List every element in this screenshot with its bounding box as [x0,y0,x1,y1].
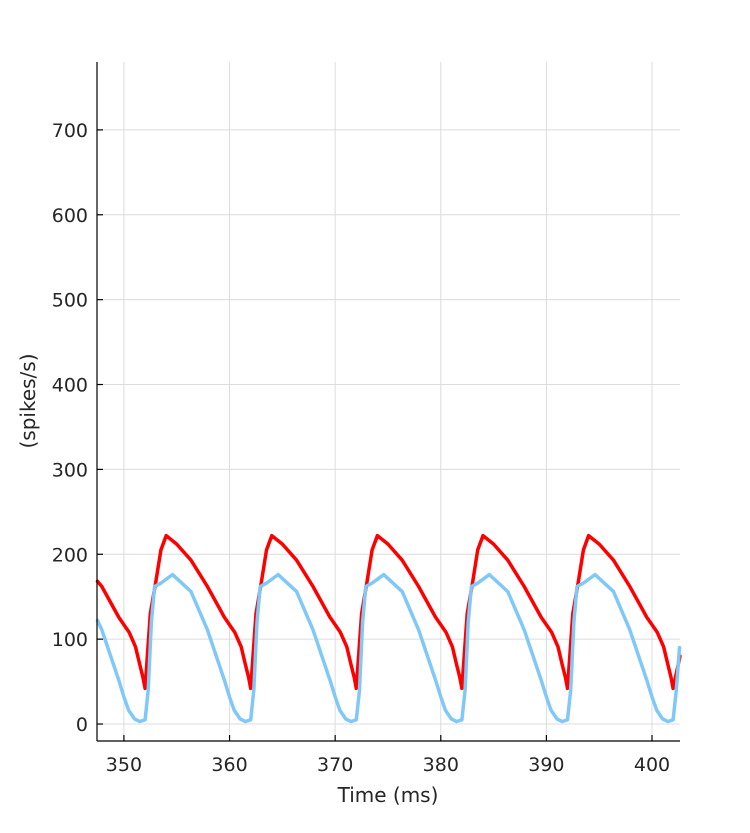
y-tick-label: 200 [52,544,88,566]
x-tick-label: 370 [317,754,353,776]
y-tick-label: 0 [76,714,88,736]
x-tick-label: 350 [106,754,142,776]
x-tick-label: 400 [634,754,670,776]
y-tick-label: 600 [52,205,88,227]
series-line-1 [95,572,682,724]
y-tick-label: 500 [52,290,88,312]
y-tick-label: 100 [52,629,88,651]
x-tick-label: 390 [528,754,564,776]
tick-labels: 350 360 370 380 390 400 0 100 200 300 400 500 600 700 [52,120,670,776]
y-tick-label: 300 [52,459,88,481]
x-tick-label: 360 [211,754,247,776]
x-axis-label: Time (ms) [337,783,439,807]
axes [96,62,680,742]
grid [97,62,680,741]
series-line-0 [95,533,682,691]
y-tick-label: 400 [52,375,88,397]
x-tick-label: 380 [423,754,459,776]
y-tick-label: 700 [52,120,88,142]
series-lines [95,533,682,724]
y-axis-label: (spikes/s) [16,353,40,448]
